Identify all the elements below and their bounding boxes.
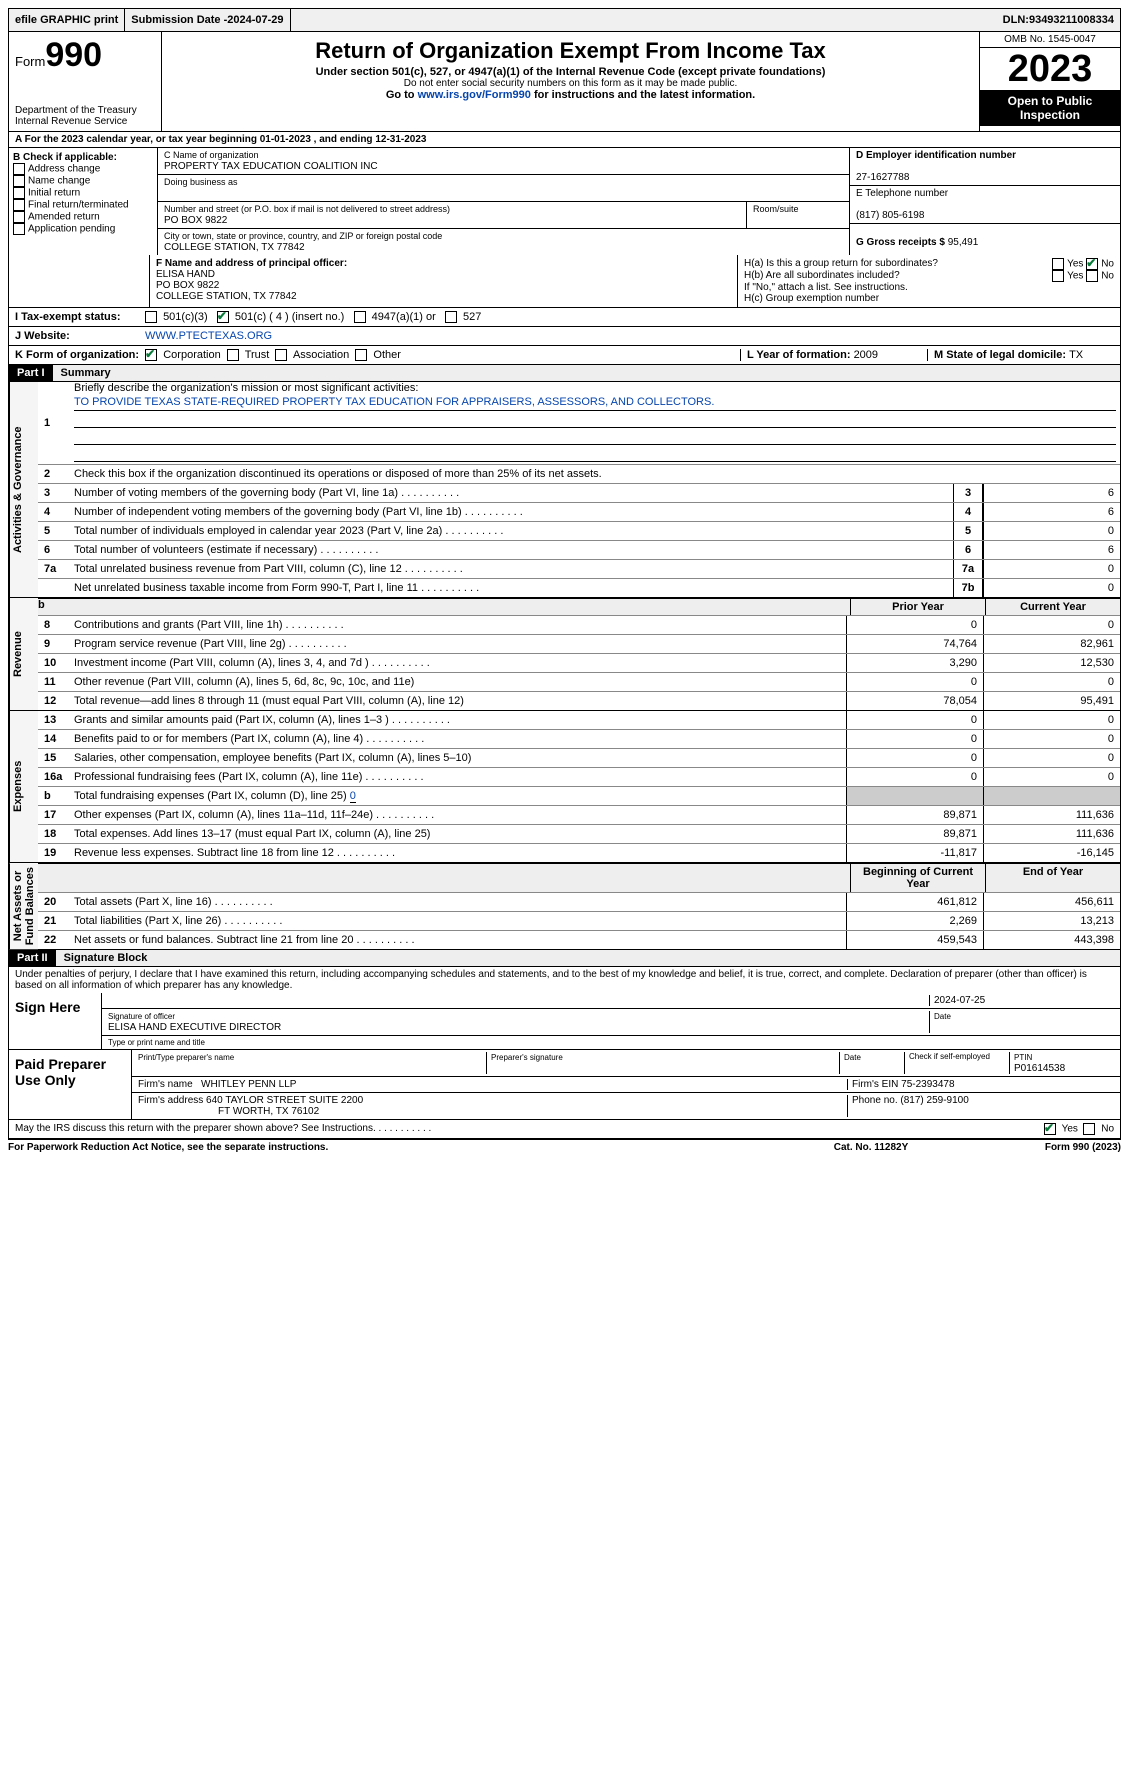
tax-year: 2023 xyxy=(980,48,1120,90)
org-name: PROPERTY TAX EDUCATION COALITION INC xyxy=(164,161,378,172)
h-c: H(c) Group exemption number xyxy=(744,293,1114,304)
gross-receipts: 95,491 xyxy=(948,237,979,248)
type-name-label: Type or print name and title xyxy=(108,1038,205,1047)
officer-city: COLLEGE STATION, TX 77842 xyxy=(156,291,297,302)
line5: Total number of individuals employed in … xyxy=(74,525,953,537)
part1-title: Summary xyxy=(53,365,119,381)
beg-year-hdr: Beginning of Current Year xyxy=(850,864,985,892)
line7b: Net unrelated business taxable income fr… xyxy=(74,582,953,594)
website-label: J Website: xyxy=(15,330,70,342)
year-formation: 2009 xyxy=(854,349,878,361)
dept-treasury: Department of the Treasury Internal Reve… xyxy=(15,105,155,127)
chk-app-pending: Application pending xyxy=(28,224,115,235)
line10: Investment income (Part VIII, column (A)… xyxy=(74,657,846,669)
line12: Total revenue—add lines 8 through 11 (mu… xyxy=(74,695,846,707)
side-net-assets: Net Assets or Fund Balances xyxy=(9,863,38,949)
line11: Other revenue (Part VIII, column (A), li… xyxy=(74,676,846,688)
irs-link[interactable]: www.irs.gov/Form990 xyxy=(418,89,531,101)
line2: Check this box if the organization disco… xyxy=(74,468,602,480)
line19: Revenue less expenses. Subtract line 18 … xyxy=(74,847,846,859)
part1-header: Part I xyxy=(9,365,53,381)
sign-date: 2024-07-25 xyxy=(929,995,1114,1006)
tax-exempt-label: I Tax-exempt status: xyxy=(15,311,121,323)
officer-label: F Name and address of principal officer: xyxy=(156,258,347,269)
prior-year-hdr: Prior Year xyxy=(850,599,985,615)
col-b-header: B Check if applicable: xyxy=(13,152,117,163)
end-year-hdr: End of Year xyxy=(985,864,1120,892)
omb-number: OMB No. 1545-0047 xyxy=(980,32,1120,48)
room-suite: Room/suite xyxy=(753,204,799,214)
ein: 27-1627788 xyxy=(856,172,909,183)
paid-preparer: Paid Preparer Use Only xyxy=(9,1050,132,1119)
firm-phone: (817) 259-9100 xyxy=(900,1095,968,1106)
line18: Total expenses. Add lines 13–17 (must eq… xyxy=(74,828,846,840)
form-header: Form990 Department of the Treasury Inter… xyxy=(8,32,1121,132)
part2-title: Signature Block xyxy=(56,950,156,966)
org-address: PO BOX 9822 xyxy=(164,215,227,226)
current-year-hdr: Current Year xyxy=(985,599,1120,615)
dba-label: Doing business as xyxy=(164,177,238,187)
chk-address-change: Address change xyxy=(28,164,100,175)
entity-block: B Check if applicable: Address change Na… xyxy=(8,148,1121,255)
h-a: H(a) Is this a group return for subordin… xyxy=(744,258,1052,270)
open-inspection: Open to Public Inspection xyxy=(980,90,1120,126)
line3: Number of voting members of the governin… xyxy=(74,487,953,499)
line8: Contributions and grants (Part VIII, lin… xyxy=(74,619,846,631)
chk-amended: Amended return xyxy=(28,212,100,223)
chk-initial-return: Initial return xyxy=(28,188,80,199)
form-title: Return of Organization Exempt From Incom… xyxy=(168,38,973,64)
org-city: COLLEGE STATION, TX 77842 xyxy=(164,242,305,253)
ptin: P01614538 xyxy=(1014,1063,1065,1074)
h-b: H(b) Are all subordinates included? xyxy=(744,270,1052,282)
officer-name: ELISA HAND xyxy=(156,269,215,280)
paperwork-notice: For Paperwork Reduction Act Notice, see … xyxy=(8,1142,771,1153)
h-note: If "No," attach a list. See instructions… xyxy=(744,282,1114,293)
line17: Other expenses (Part IX, column (A), lin… xyxy=(74,809,846,821)
firm-ein: 75-2393478 xyxy=(901,1079,954,1090)
part2-header: Part II xyxy=(9,950,56,966)
line14: Benefits paid to or for members (Part IX… xyxy=(74,733,846,745)
side-revenue: Revenue xyxy=(9,598,38,710)
officer-sig-name: ELISA HAND EXECUTIVE DIRECTOR xyxy=(108,1022,281,1033)
efile-label[interactable]: efile GRAPHIC print xyxy=(9,9,125,31)
officer-addr: PO BOX 9822 xyxy=(156,280,219,291)
submission-date: Submission Date - 2024-07-29 xyxy=(125,9,290,31)
line7a: Total unrelated business revenue from Pa… xyxy=(74,563,953,575)
line13: Grants and similar amounts paid (Part IX… xyxy=(74,714,846,726)
state-domicile: TX xyxy=(1069,349,1083,361)
form-note: Do not enter social security numbers on … xyxy=(168,78,973,89)
line20: Total assets (Part X, line 16) xyxy=(74,896,846,908)
line16b: Total fundraising expenses (Part IX, col… xyxy=(74,790,347,802)
website-link[interactable]: WWW.PTECTEXAS.ORG xyxy=(145,330,272,342)
line16a: Professional fundraising fees (Part IX, … xyxy=(74,771,846,783)
form-word: Form xyxy=(15,54,45,69)
line9: Program service revenue (Part VIII, line… xyxy=(74,638,846,650)
side-governance: Activities & Governance xyxy=(9,382,38,597)
form-org-label: K Form of organization: xyxy=(15,349,139,361)
line15: Salaries, other compensation, employee b… xyxy=(74,752,846,764)
firm-addr: 640 TAYLOR STREET SUITE 2200 xyxy=(206,1095,363,1106)
firm-name: WHITLEY PENN LLP xyxy=(201,1079,296,1090)
discuss-question: May the IRS discuss this return with the… xyxy=(15,1123,1044,1135)
perjury-declaration: Under penalties of perjury, I declare th… xyxy=(8,967,1121,993)
top-bar: efile GRAPHIC print Submission Date - 20… xyxy=(8,8,1121,32)
phone: (817) 805-6198 xyxy=(856,210,924,221)
line6: Total number of volunteers (estimate if … xyxy=(74,544,953,556)
mission-text[interactable]: TO PROVIDE TEXAS STATE-REQUIRED PROPERTY… xyxy=(74,396,1116,411)
row-a-period: A For the 2023 calendar year, or tax yea… xyxy=(8,132,1121,148)
line4: Number of independent voting members of … xyxy=(74,506,953,518)
chk-final-return: Final return/terminated xyxy=(28,200,129,211)
line21: Total liabilities (Part X, line 26) xyxy=(74,915,846,927)
form-number: 990 xyxy=(45,36,102,74)
dln: DLN: 93493211008334 xyxy=(997,9,1120,31)
line22: Net assets or fund balances. Subtract li… xyxy=(74,934,846,946)
sign-here: Sign Here xyxy=(9,993,102,1049)
chk-name-change: Name change xyxy=(28,176,90,187)
cat-no: Cat. No. 11282Y xyxy=(771,1142,971,1153)
line16b-val[interactable]: 0 xyxy=(350,790,356,803)
side-expenses: Expenses xyxy=(9,711,38,862)
form-subtitle: Under section 501(c), 527, or 4947(a)(1)… xyxy=(168,66,973,78)
